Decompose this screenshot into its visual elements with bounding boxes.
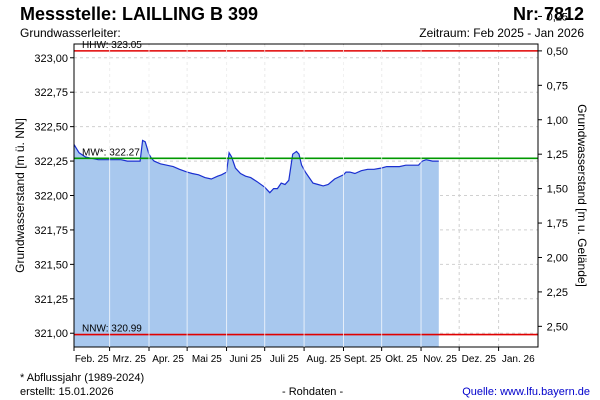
y2-tick-label: 0,75 xyxy=(547,80,568,92)
y2-tick-label: 0,50 xyxy=(547,46,568,58)
aquifer-label: Grundwasserleiter: xyxy=(20,26,121,40)
series-area xyxy=(74,140,439,347)
station-title: Messstelle: LAILLING B 399 xyxy=(20,4,259,24)
y-tick-label: 321,25 xyxy=(34,294,68,306)
x-tick-label: Mrz. 25 xyxy=(113,354,147,365)
reference-lines: HHW: 323.05 MW*: 322.27 NNW: 320.99 xyxy=(74,40,538,336)
y2-tick-label: 1,75 xyxy=(547,218,568,230)
y-tick-label: 323,00 xyxy=(34,53,68,65)
y-axis-left: 321,00 321,25 321,50 321,75 322,00 322,25 322,… xyxy=(34,53,74,340)
y-axis-right: 0,25 0,50 0,75 1,00 1,25 1,50 1,75 2,00 2,25 2,50 xyxy=(538,11,568,333)
y2-tick-label: 1,50 xyxy=(547,184,568,196)
x-tick-label: Aug. 25 xyxy=(307,354,342,365)
y-axis-label: Grundwasserstand [m ü. NN] xyxy=(13,118,27,273)
x-tick-label: Sept. 25 xyxy=(344,354,382,365)
x-tick-label: Juni 25 xyxy=(229,354,262,365)
raw-data-note: - Rohdaten - xyxy=(282,386,344,398)
x-axis: Feb. 25 Mrz. 25 Apr. 25 Mai 25 Juni 25 Juli 2… xyxy=(73,347,535,365)
x-tick-label: Mai 25 xyxy=(192,354,222,365)
station-number: Nr: 7812 xyxy=(512,4,584,24)
footnote: * Abflussjahr (1989-2024) xyxy=(20,372,145,384)
reference-label: MW*: 322.27 xyxy=(82,147,140,158)
y-tick-label: 322,50 xyxy=(34,122,68,134)
y2-tick-label: 2,25 xyxy=(547,287,568,299)
x-tick-label: Dez. 25 xyxy=(462,354,497,365)
y2-tick-label: 1,25 xyxy=(547,149,568,161)
y-tick-label: 321,75 xyxy=(34,225,68,237)
period-label: Zeitraum: Feb 2025 - Jan 2026 xyxy=(419,26,584,40)
reference-label: HHW: 323.05 xyxy=(82,40,142,51)
x-tick-label: Jan. 26 xyxy=(502,354,535,365)
y2-tick-label: 2,00 xyxy=(547,252,568,264)
y-tick-label: 322,25 xyxy=(34,156,68,168)
source: Quelle: www.lfu.bayern.de xyxy=(462,386,590,398)
x-tick-label: Okt. 25 xyxy=(385,354,418,365)
y-tick-label: 322,75 xyxy=(34,87,68,99)
x-tick-label: Nov. 25 xyxy=(423,354,457,365)
series-line xyxy=(73,139,439,194)
y-tick-label: 321,00 xyxy=(34,328,68,340)
reference-label: NNW: 320.99 xyxy=(82,324,142,335)
x-tick-label: Juli 25 xyxy=(270,354,299,365)
y2-tick-label: 2,50 xyxy=(547,321,568,333)
y2-tick-label: 0,25 xyxy=(547,11,568,23)
source-label: Quelle: xyxy=(462,386,501,398)
y2-axis-label: Grundwasserstand [m u. Gelände] xyxy=(575,104,589,287)
source-link[interactable]: www.lfu.bayern.de xyxy=(500,386,590,398)
y2-tick-label: 1,00 xyxy=(547,115,568,127)
y-tick-label: 321,50 xyxy=(34,259,68,271)
y-tick-label: 322,00 xyxy=(34,191,68,203)
x-tick-label: Apr. 25 xyxy=(152,354,184,365)
created-date: erstellt: 15.01.2026 xyxy=(20,386,114,398)
x-tick-label: Feb. 25 xyxy=(75,354,109,365)
